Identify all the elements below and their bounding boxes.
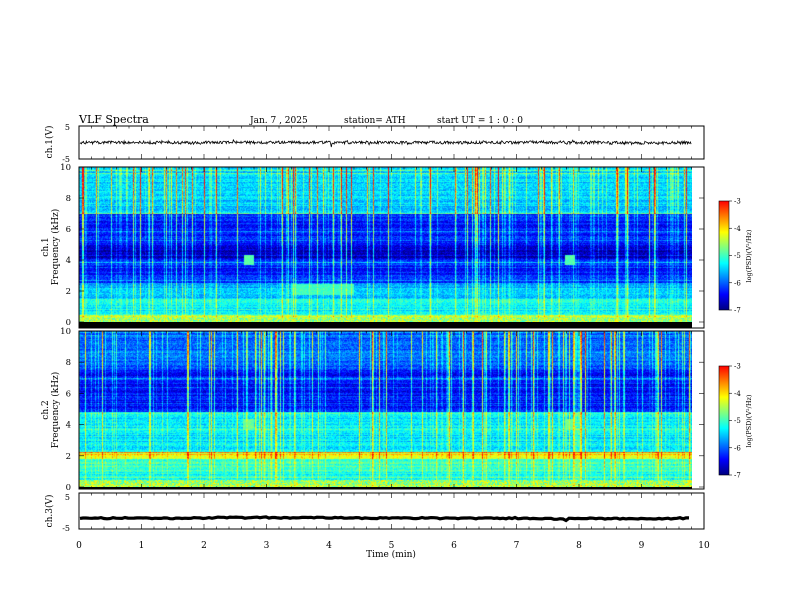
colorbar-tick-label: -4	[734, 225, 741, 233]
date-label: Jan. 7 , 2025	[249, 116, 308, 126]
start-ut-label: start UT = 1 : 0 : 0	[437, 116, 523, 126]
ch1-tick-marks	[78, 126, 705, 159]
ch1-colorbar: -3 -4 -5 -6 -7 log(PSD)(V²/Hz)	[718, 198, 753, 315]
frequency-tick-label: 6	[66, 225, 71, 235]
ch2-spectrogram-tick-marks	[78, 331, 705, 489]
ch1-waveform-panel: 5 -5 ch.1(V)	[44, 123, 705, 164]
colorbar-tick-label: -6	[734, 279, 741, 287]
time-tick-label: 3	[264, 541, 270, 551]
ch1-colorbar-ticks: -3 -4 -5 -6 -7	[729, 198, 741, 315]
ch3-waveform-panel: 5 -5 ch.3(V) 0 1 2 3 4 5 6 7 8 9 10 Time (min)	[44, 492, 710, 560]
frequency-tick-label: 8	[66, 358, 71, 368]
time-tick-label: 4	[326, 541, 332, 551]
colorbar-tick-label: -3	[734, 363, 741, 371]
colorbar-tick-label: -5	[734, 417, 741, 425]
ch3-ylabel: ch.3(V)	[44, 495, 55, 528]
ch1-ytick-top: 5	[65, 123, 70, 132]
frequency-tick-label: 6	[66, 389, 71, 399]
ch1-spectrogram-tick-marks	[78, 167, 705, 328]
time-tick-label: 9	[639, 541, 645, 551]
ch3-tick-marks	[78, 493, 705, 529]
time-tick-label: 5	[389, 541, 395, 551]
ch3-waveform-line	[79, 515, 690, 523]
colorbar-tick-label: -5	[734, 252, 741, 260]
ch3-waveform-frame	[78, 492, 705, 530]
time-tick-label: 8	[576, 541, 582, 551]
frequency-tick-label: 10	[60, 163, 71, 173]
ch2-spectrogram-baseline	[79, 487, 692, 489]
ch2-colorbar-gradient	[718, 365, 730, 476]
colorbar-tick-label: -7	[734, 472, 741, 480]
ch1-ytick-bottom: -5	[62, 155, 70, 164]
ch1-spectrogram-image	[79, 167, 692, 322]
ch1-spectrogram-baseline	[79, 322, 692, 328]
colorbar-tick-label: -6	[734, 444, 741, 452]
frequency-tick-label: 4	[66, 421, 71, 431]
time-tick-label: 7	[514, 541, 520, 551]
ch1-colorbar-label: log(PSD)(V²/Hz)	[745, 229, 753, 282]
ch1-colorbar-gradient	[718, 200, 730, 311]
frequency-tick-label: 10	[60, 327, 71, 337]
frequency-tick-label: 2	[66, 287, 71, 297]
ch1-spectrogram-panel: 0 2 4 6 8 10 ch.1 Frequency (kHz)	[41, 163, 705, 329]
ch3-ytick-bottom: -5	[62, 524, 70, 533]
ch3-ytick-top: 5	[65, 493, 70, 502]
time-tick-label: 6	[451, 541, 457, 551]
colorbar-tick-label: -7	[734, 307, 741, 315]
frequency-tick-label: 0	[66, 483, 71, 493]
ch2-spectrogram-image	[79, 331, 692, 487]
ch2-frequency-ticks: 0 2 4 6 8 10	[60, 327, 704, 493]
time-tick-label: 2	[201, 541, 207, 551]
frequency-tick-label: 0	[66, 318, 71, 328]
ch2-spectrogram-channel-label: ch.2	[41, 400, 51, 419]
ch1-spectrogram-channel-label: ch.1	[41, 237, 51, 256]
time-tick-label: 10	[698, 541, 710, 551]
ch1-waveform-line	[79, 138, 692, 148]
ch2-spectrogram-panel: 0 2 4 6 8 10 ch.2 Frequency (kHz)	[41, 327, 705, 493]
ch2-colorbar-ticks: -3 -4 -5 -6 -7	[729, 363, 741, 480]
time-tick-label: 0	[76, 541, 82, 551]
time-axis-label: Time (min)	[366, 549, 416, 560]
ch2-colorbar: -3 -4 -5 -6 -7 log(PSD)(V²/Hz)	[718, 363, 753, 480]
time-tick-label: 1	[139, 541, 145, 551]
station-label: station= ATH	[344, 116, 406, 126]
frequency-tick-label: 8	[66, 194, 71, 204]
colorbar-tick-label: -3	[734, 198, 741, 206]
time-axis-tick-labels: 0 1 2 3 4 5 6 7 8 9 10	[76, 541, 710, 551]
colorbar-tick-label: -4	[734, 390, 741, 398]
frequency-tick-label: 4	[66, 256, 71, 266]
ch1-ylabel: ch.1(V)	[44, 126, 55, 159]
ch2-colorbar-label: log(PSD)(V²/Hz)	[745, 394, 753, 447]
frequency-tick-label: 2	[66, 452, 71, 462]
ch1-frequency-ticks: 0 2 4 6 8 10	[60, 163, 704, 328]
figure-title: VLF Spectra	[78, 113, 149, 126]
ch2-frequency-axis-label: Frequency (kHz)	[50, 372, 61, 449]
ch1-frequency-axis-label: Frequency (kHz)	[50, 209, 61, 286]
